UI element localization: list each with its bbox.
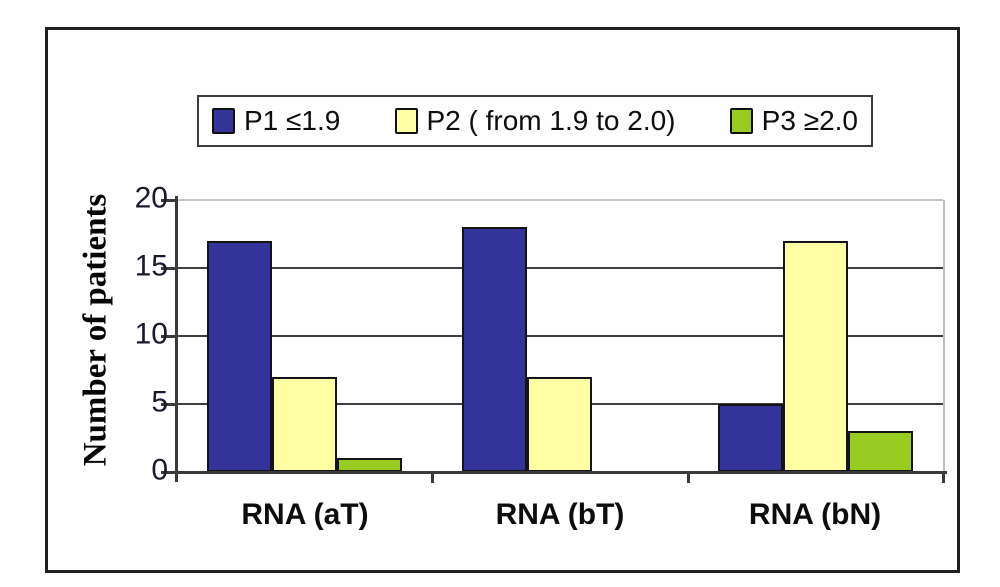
y-tick-20 — [161, 199, 175, 202]
gridline-10 — [177, 335, 943, 337]
bar-p1-rna-bt — [462, 227, 527, 472]
legend-label-p2: P2 ( from 1.9 to 2.0) — [426, 105, 676, 136]
bar-p1-rna-at — [207, 241, 272, 472]
x-tick-1 — [431, 472, 434, 483]
x-axis-line — [163, 471, 947, 474]
bar-p2-rna-bn — [783, 241, 848, 472]
y-tick-label-5: 5 — [151, 385, 168, 419]
gridline-15 — [177, 267, 943, 269]
legend-item-p2: P2 ( from 1.9 to 2.0) — [394, 105, 676, 137]
y-tick-5 — [161, 403, 175, 406]
gridline-20 — [177, 199, 943, 201]
x-category-label-rna-bn: RNA (bN) — [748, 498, 882, 531]
legend-label-p3: P3 ≥2.0 — [761, 105, 858, 136]
y-tick-label-15: 15 — [134, 249, 168, 283]
bar-p3-rna-bn — [848, 431, 913, 472]
y-axis-line — [175, 196, 178, 482]
legend-label-p1: P1 ≤1.9 — [244, 105, 341, 136]
x-tick-3 — [942, 472, 945, 483]
legend-swatch-p2 — [394, 108, 418, 134]
y-tick-label-0: 0 — [151, 453, 168, 487]
legend-item-p3: P3 ≥2.0 — [729, 105, 858, 137]
y-tick-label-10: 10 — [134, 317, 168, 351]
x-tick-2 — [687, 472, 690, 483]
bar-p2-rna-bt — [527, 377, 592, 472]
y-tick-10 — [161, 335, 175, 338]
bar-p3-rna-at — [337, 458, 402, 472]
legend-swatch-p1 — [212, 108, 235, 134]
legend-item-p1: P1 ≤1.9 — [212, 105, 340, 137]
bar-p2-rna-at — [272, 377, 337, 472]
plot-right-border — [943, 200, 945, 472]
y-tick-15 — [161, 267, 175, 270]
legend-swatch-p3 — [729, 108, 753, 134]
x-category-label-rna-at: RNA (aT) — [241, 498, 369, 531]
figure-border — [45, 27, 960, 573]
chart-legend: P1 ≤1.9 P2 ( from 1.9 to 2.0) P3 ≥2.0 — [197, 95, 873, 147]
y-tick-label-20: 20 — [134, 181, 168, 215]
x-category-label-rna-bt: RNA (bT) — [495, 498, 625, 531]
y-axis-title: Number of patients — [77, 193, 114, 467]
y-tick-0 — [161, 471, 175, 474]
bar-p1-rna-bn — [718, 404, 783, 472]
